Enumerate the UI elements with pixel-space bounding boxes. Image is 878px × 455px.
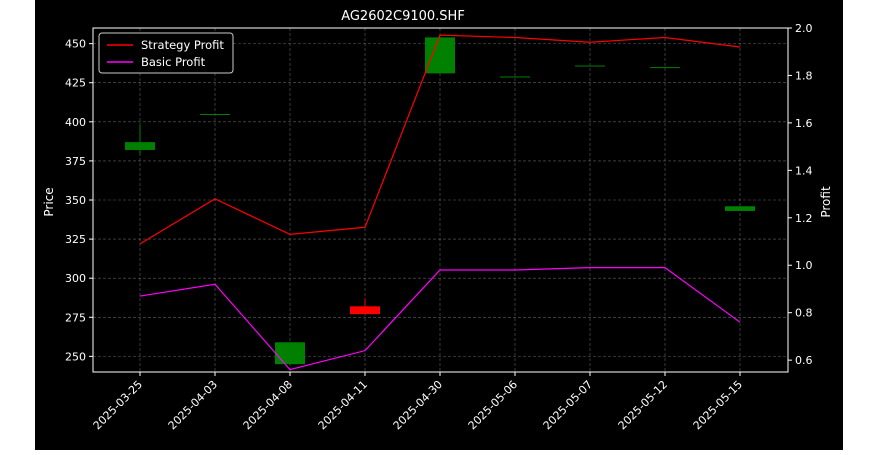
y2-tick-label: 2.0 — [795, 22, 813, 35]
legend-box — [98, 32, 234, 74]
y-tick-label: 250 — [65, 350, 86, 363]
figure: 250 275 300 325 350 375 400 425 450 2025-03-25 202… — [35, 0, 843, 450]
x-tick-label: 2025-05-12 — [616, 378, 670, 432]
strategy-profit-line — [139, 34, 741, 245]
candle-body — [350, 306, 380, 315]
y-axis-label: Price — [42, 187, 56, 216]
y-tick-label: 375 — [65, 155, 86, 168]
candle-body — [725, 206, 755, 211]
y-tick-label: 450 — [65, 38, 86, 51]
candle-body — [575, 65, 605, 67]
y2-tick-label: 1.8 — [795, 69, 813, 82]
candle-body — [500, 76, 530, 78]
y2-tick-label: 1.2 — [795, 212, 813, 225]
basic-profit-line — [139, 267, 741, 371]
y-tick-label: 275 — [65, 311, 86, 324]
candles — [125, 37, 755, 365]
y-tick-label: 325 — [65, 233, 86, 246]
candle-body — [125, 142, 155, 150]
candle-body — [425, 37, 455, 74]
axes: 250 275 300 325 350 375 400 425 450 2025-03-25 202… — [65, 22, 813, 432]
x-tick-label: 2025-05-15 — [691, 378, 745, 432]
x-tick-label: 2025-03-25 — [91, 378, 145, 432]
y-tick-label: 350 — [65, 194, 86, 207]
chart-title: AG2602C9100.SHF — [341, 9, 465, 24]
x-tick-label: 2025-04-30 — [391, 378, 445, 432]
x-tick-label: 2025-05-06 — [466, 378, 520, 432]
legend: Strategy Profit Basic Profit — [98, 32, 234, 74]
x-tick-label: 2025-05-07 — [541, 378, 595, 432]
y-tick-label: 300 — [65, 272, 86, 285]
y2-axis-label: Profit — [819, 186, 833, 218]
y-tick-label: 400 — [65, 116, 86, 129]
strategy-profit-legend-label: Strategy Profit — [141, 38, 224, 52]
y2-tick-label: 1.6 — [795, 117, 813, 130]
y2-tick-label: 1.4 — [795, 164, 813, 177]
profit-lines — [139, 34, 741, 371]
candlestick-profit-chart: 250 275 300 325 350 375 400 425 450 2025-03-25 202… — [42, 9, 833, 432]
candle-body — [200, 114, 230, 115]
basic-profit-legend-label: Basic Profit — [141, 55, 206, 69]
y2-tick-label: 1.0 — [795, 259, 813, 272]
y2-tick-label: 0.8 — [795, 307, 813, 320]
candle-body — [650, 67, 680, 69]
plot-frame — [92, 27, 789, 373]
candle-body — [275, 342, 305, 365]
y2-tick-label: 0.6 — [795, 354, 813, 367]
x-tick-label: 2025-04-03 — [166, 378, 220, 432]
x-tick-label: 2025-04-11 — [316, 378, 370, 432]
y-tick-label: 425 — [65, 77, 86, 90]
grid — [93, 28, 788, 372]
x-tick-label: 2025-04-08 — [241, 378, 295, 432]
